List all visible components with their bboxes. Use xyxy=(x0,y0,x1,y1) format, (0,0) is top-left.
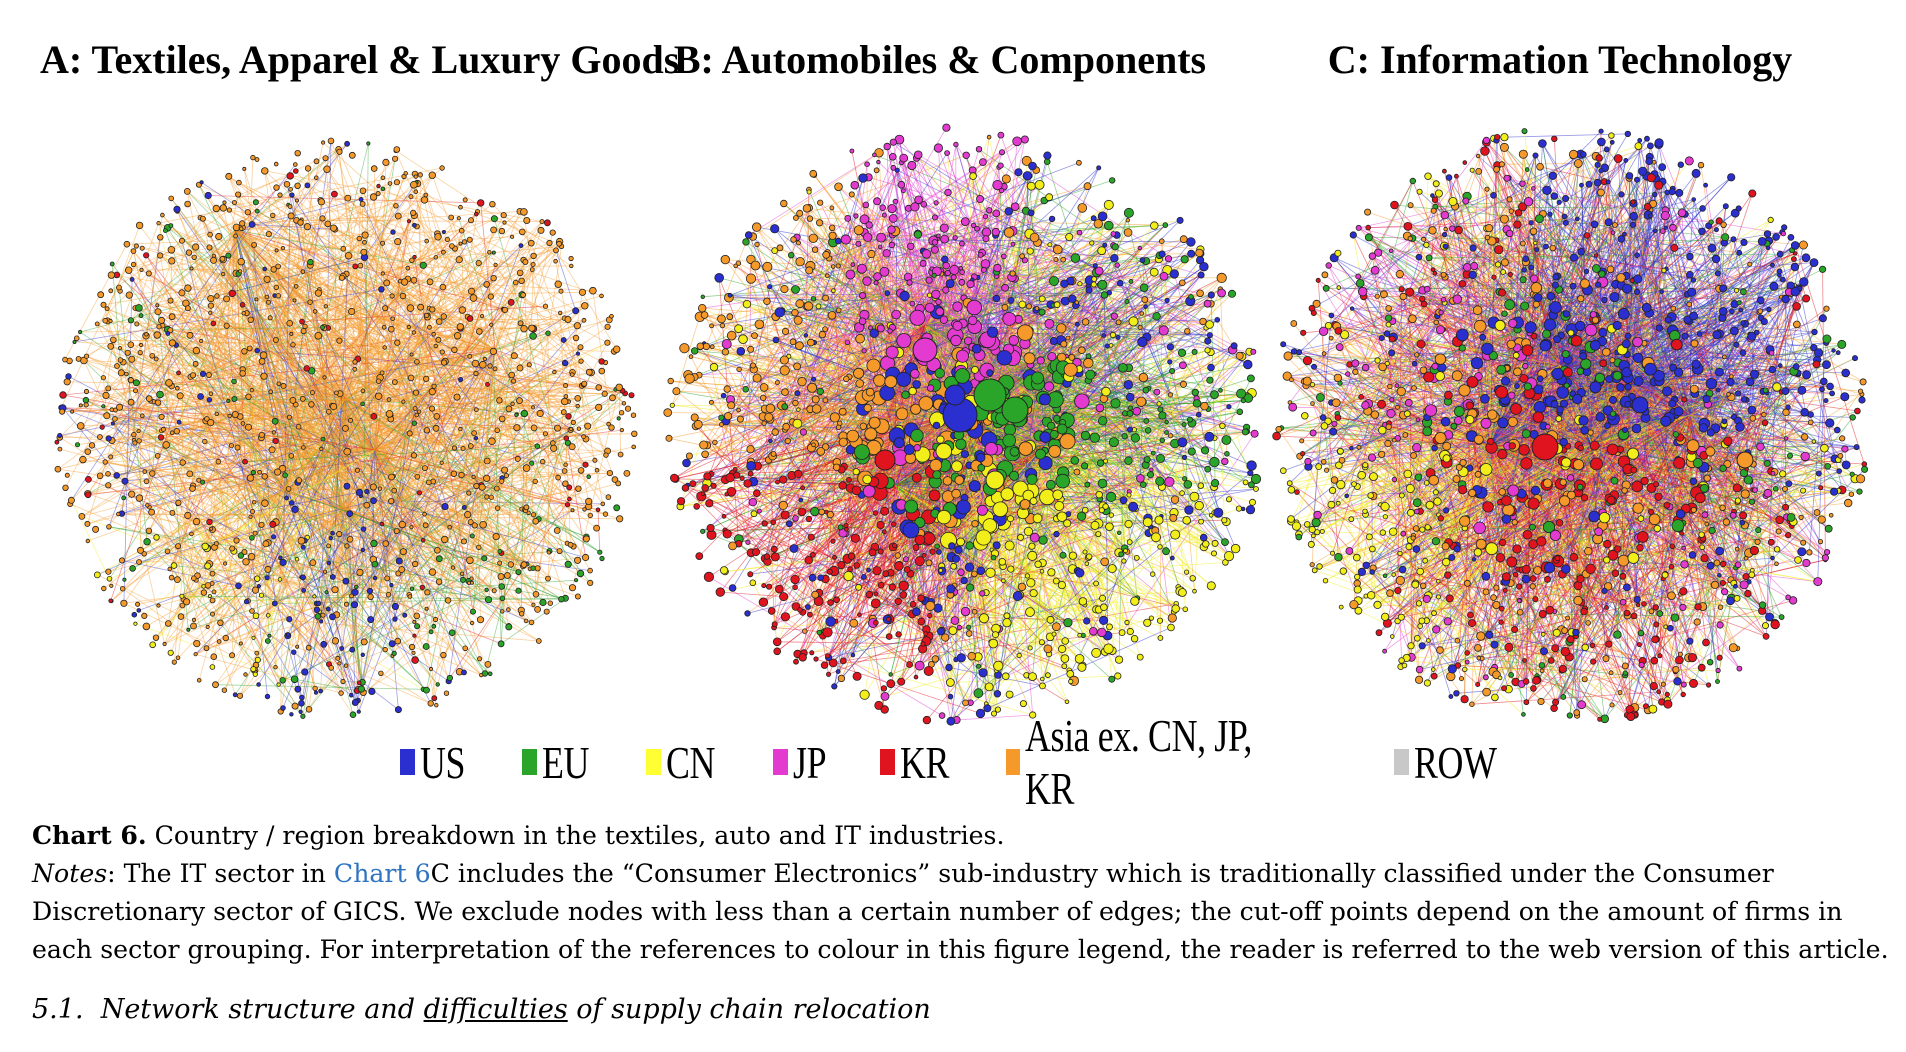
legend-swatch xyxy=(1394,749,1410,775)
legend-swatch xyxy=(879,749,895,775)
caption-label: Chart 6. xyxy=(32,820,147,850)
notes-text: C includes the “Consumer Electronics” su… xyxy=(32,859,1889,964)
legend-label: JP xyxy=(793,736,827,788)
chart-reference-link[interactable]: Chart 6 xyxy=(333,859,431,888)
network-graph-automobiles xyxy=(663,123,1262,726)
section-number: 5.1. xyxy=(32,994,84,1025)
legend-swatch xyxy=(521,749,537,775)
legend-item-asia: Asia ex. CN, JP, KR xyxy=(1006,709,1350,815)
legend-item-cn: CN xyxy=(646,736,729,789)
caption-notes: Notes: The IT sector in Chart 6C include… xyxy=(32,855,1892,969)
panel-c-title: C: Information Technology xyxy=(1327,37,1793,82)
notes-label: Notes xyxy=(32,859,108,888)
network-graph-textiles xyxy=(54,137,638,719)
legend-label: EU xyxy=(541,736,589,788)
section-title-post: of supply chain relocation xyxy=(567,994,931,1025)
caption-line: Chart 6. Country / region breakdown in t… xyxy=(32,816,1892,855)
figure-caption: Chart 6. Country / region breakdown in t… xyxy=(32,816,1892,969)
legend-label: Asia ex. CN, JP, KR xyxy=(1024,710,1252,814)
legend-item-kr: KR xyxy=(879,736,963,789)
legend-label: US xyxy=(420,736,466,788)
notes-pre: : The IT sector in xyxy=(107,859,334,888)
section-heading: 5.1. Network structure and difficulties … xyxy=(32,994,931,1025)
panel-b-title: B: Automobiles & Components xyxy=(673,37,1207,82)
legend-label: ROW xyxy=(1414,736,1497,788)
legend-item-eu: EU xyxy=(521,736,602,789)
legend-swatch xyxy=(400,749,415,775)
legend-item-jp: JP xyxy=(773,736,835,789)
legend-label: CN xyxy=(666,736,716,788)
legend-item-us: US xyxy=(400,736,478,789)
section-title-underlined: difficulties xyxy=(423,994,568,1025)
legend-swatch xyxy=(1006,749,1020,775)
caption-text: Country / region breakdown in the textil… xyxy=(146,821,1005,850)
legend-swatch xyxy=(646,749,662,775)
panel-a-title: A: Textiles, Apparel & Luxury Goods xyxy=(40,37,680,82)
legend-item-row: ROW xyxy=(1394,736,1520,789)
network-graph-information-technology xyxy=(1272,128,1869,724)
section-title-pre: Network structure and xyxy=(100,994,424,1025)
figure-legend: US EU CN JP KR Asia ex. CN, JP, KR ROW xyxy=(400,710,1520,814)
legend-label: KR xyxy=(899,736,949,788)
legend-swatch xyxy=(773,749,789,775)
